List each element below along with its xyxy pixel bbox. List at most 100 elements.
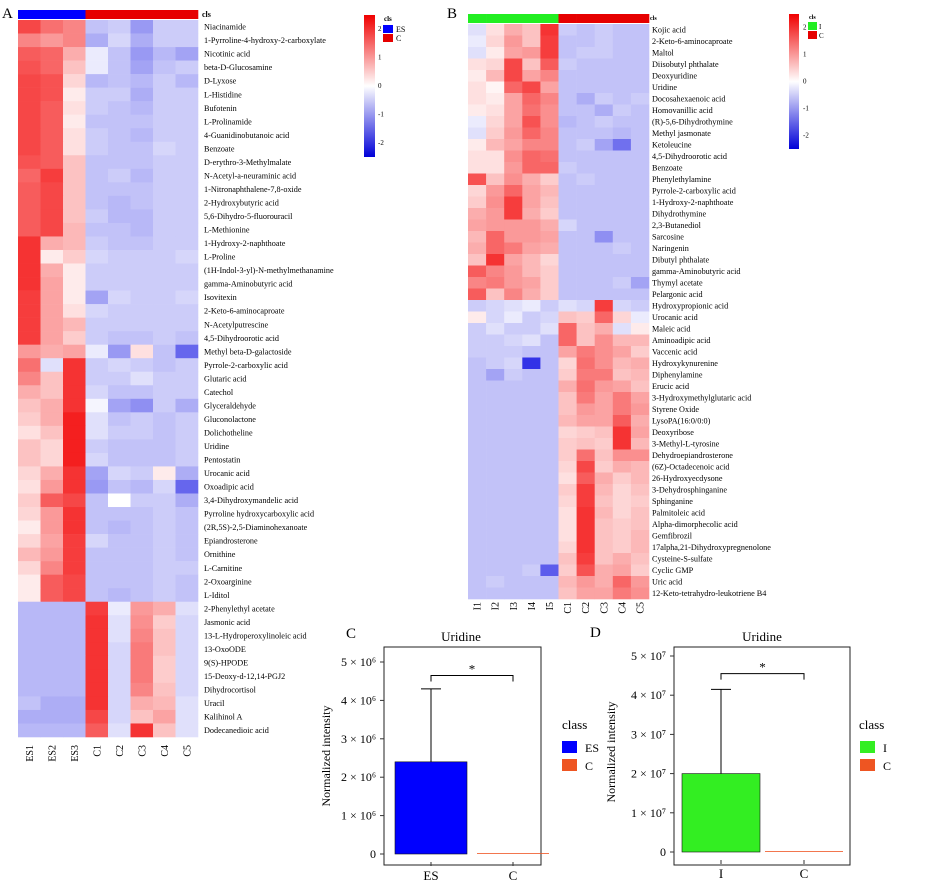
heat-cell [40, 331, 64, 345]
heat-cell [576, 277, 595, 289]
heat-cell [594, 576, 614, 588]
heat-cell [18, 87, 41, 102]
heat-cell [108, 222, 131, 237]
heat-cell [558, 576, 577, 588]
row-label-nicotinic-acid: Nicotinic acid [204, 50, 250, 59]
heat-cell [18, 520, 41, 535]
heat-cell [468, 93, 487, 105]
heat-cell [85, 74, 109, 88]
heat-cell [108, 452, 131, 467]
heat-cell [558, 346, 577, 358]
heat-cell [630, 242, 650, 255]
heat-cell [85, 141, 109, 156]
heatmap-b-cells [468, 24, 650, 600]
heat-cell [522, 24, 541, 36]
heat-cell [85, 588, 109, 603]
heat-cell [468, 24, 487, 36]
heat-cell [108, 344, 131, 359]
heat-cell [486, 507, 505, 519]
heat-cell [558, 449, 577, 462]
heat-cell [558, 426, 577, 439]
heat-cell [175, 682, 199, 697]
bar-c-x-ticks: ES C [423, 862, 517, 883]
heat-cell [540, 116, 559, 128]
heat-cell [85, 195, 109, 210]
heat-cell [576, 219, 595, 232]
heat-cell [486, 392, 505, 404]
heat-cell [130, 60, 154, 75]
heat-cell [468, 346, 487, 358]
heat-cell [558, 70, 577, 82]
column-label-i5: I5 [545, 602, 556, 610]
heat-cell [486, 242, 505, 255]
heat-cell [612, 380, 632, 393]
heat-cell [85, 182, 109, 197]
heat-cell [504, 116, 523, 128]
heat-cell [522, 507, 541, 519]
heat-cell [558, 47, 577, 59]
bar-c-legend-label-c: C [585, 759, 593, 773]
heat-cell [540, 392, 559, 404]
heat-cell [63, 547, 86, 562]
row-label-1-nitronaphthalene-7-8-oxide: 1-Nitronaphthalene-7,8-oxide [204, 185, 302, 194]
row-label-2-phenylethyl-acetate: 2-Phenylethyl acetate [204, 604, 275, 613]
heat-cell [85, 682, 109, 697]
column-label-es2: ES2 [47, 745, 58, 762]
heat-cell [108, 723, 131, 738]
heatmap-b-legend: 2 1 0 -1 -2 cls I C [789, 14, 824, 149]
legend-swatch-c-b [808, 31, 817, 39]
heat-cell [108, 493, 131, 508]
heat-cell [468, 392, 487, 404]
row-label-hydroxykynurenine: Hydroxykynurenine [652, 359, 718, 368]
significance-bracket [430, 674, 514, 682]
row-label-dibutyl-phthalate: Dibutyl phthalate [652, 256, 709, 265]
heat-cell [594, 242, 614, 255]
heat-cell [558, 231, 577, 243]
heat-cell [468, 231, 487, 243]
heat-cell [130, 507, 154, 521]
heat-cell [630, 47, 650, 59]
heat-cell [18, 317, 41, 332]
heat-cell [63, 33, 86, 48]
heat-cell [63, 87, 86, 102]
heatmap-b-color-scale [789, 14, 799, 149]
heat-cell [558, 507, 577, 519]
heat-cell [522, 472, 541, 485]
heat-cell [612, 369, 632, 381]
row-label-oxoadipic-acid: Oxoadipic acid [204, 483, 254, 492]
heat-cell [558, 173, 577, 186]
heat-cell [85, 236, 109, 251]
heat-cell [486, 564, 505, 577]
heat-cell [468, 334, 487, 347]
heat-cell [108, 709, 131, 724]
heat-cell [522, 553, 541, 565]
heat-cell [153, 209, 176, 224]
heat-cell [63, 425, 86, 440]
row-label-gemfibrozil: Gemfibrozil [652, 532, 693, 541]
row-label-3-hydroxymethylglutaric-acid: 3-Hydroxymethylglutaric acid [652, 394, 751, 403]
heat-cell [558, 24, 577, 36]
heat-cell [630, 231, 650, 243]
heat-cell [486, 265, 505, 278]
heat-cell [175, 601, 199, 616]
row-label-4-5-dihydroorotic-acid: 4,5-Dihydroorotic acid [652, 152, 727, 161]
row-label-26-hydroxyecdysone: 26-Hydroxyecdysone [652, 474, 723, 483]
heat-cell [486, 334, 505, 347]
heat-cell [486, 415, 505, 427]
heat-cell [576, 70, 595, 82]
heat-cell [85, 439, 109, 454]
heat-cell [153, 574, 176, 589]
heat-cell [486, 93, 505, 105]
heat-cell [40, 209, 64, 224]
heat-cell [108, 507, 131, 521]
bar-c-plot-frame [383, 646, 542, 866]
heat-cell [153, 412, 176, 427]
heat-cell [558, 196, 577, 209]
heat-cell [468, 311, 487, 324]
heat-cell [576, 150, 595, 163]
row-label-pentostatin: Pentostatin [204, 456, 240, 465]
heat-cell [175, 87, 199, 102]
heat-cell [486, 231, 505, 243]
row-label-l-carnitine: L-Carnitine [204, 564, 243, 573]
bar-c-legend-title: class [562, 717, 587, 732]
